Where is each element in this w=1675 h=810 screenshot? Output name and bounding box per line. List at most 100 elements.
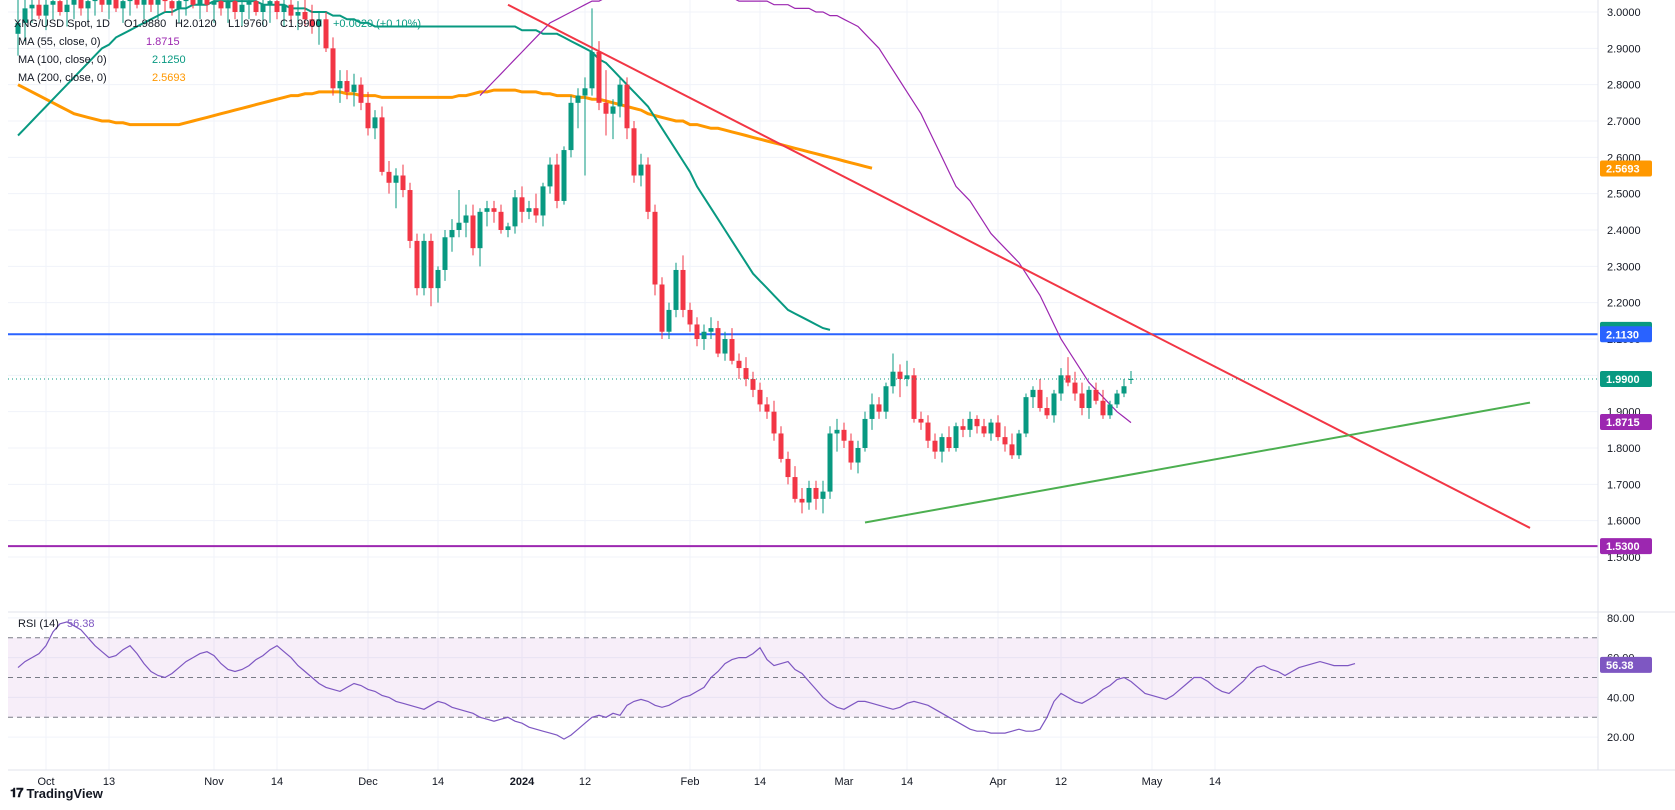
candle (848, 433, 854, 470)
candle (1128, 370, 1134, 385)
ma100-legend-name[interactable]: MA (100, close, 0) (18, 54, 107, 66)
time-tick-label: 12 (579, 776, 591, 788)
price-tag-bg (1600, 538, 1652, 555)
candle (855, 440, 861, 474)
price-tag-label: 2.1130 (1606, 329, 1639, 341)
ascending-trendline[interactable] (864, 401, 1531, 524)
candle-body (1009, 444, 1015, 456)
candle-body (183, 0, 189, 2)
candle-body (1002, 437, 1008, 445)
candle (407, 182, 413, 249)
candle (239, 0, 245, 27)
candle (253, 0, 259, 16)
candle-body (1051, 393, 1057, 416)
descending-trendline[interactable] (507, 3, 1531, 529)
candle (953, 422, 959, 452)
candle (491, 200, 497, 223)
candle-body (22, 8, 28, 23)
ma55-legend-name[interactable]: MA (55, close, 0) (18, 36, 101, 48)
candle (764, 397, 770, 419)
candle (1030, 386, 1036, 409)
candle-body (561, 150, 567, 201)
candle-body (673, 269, 679, 310)
candle (218, 0, 224, 16)
price-tick-label: 3.0000 (1607, 7, 1641, 19)
candle-body (337, 81, 343, 89)
rsi-legend-name[interactable]: RSI (14) (18, 618, 59, 630)
ma200-line (17, 83, 873, 170)
candle (1044, 397, 1050, 419)
tradingview-brand[interactable]: 𝟏𝟕 TradingView (10, 785, 103, 801)
candle-body (435, 269, 441, 289)
candle (967, 411, 973, 438)
symbol-title[interactable]: XNG/USD Spot, 1D (14, 18, 110, 30)
candle-body (904, 375, 910, 379)
candle (785, 451, 791, 485)
candle (869, 393, 875, 430)
price-axis[interactable]: 3.00002.90002.80002.70002.60002.50002.40… (1607, 7, 1641, 564)
candle (162, 0, 168, 12)
candle-body (792, 477, 798, 499)
candle (449, 219, 455, 252)
candle-body (981, 426, 987, 434)
candle (15, 0, 21, 56)
candle-body (645, 164, 651, 212)
candle-body (855, 448, 861, 463)
candle (183, 0, 189, 16)
candle (92, 0, 98, 16)
candle-body (652, 211, 658, 285)
candle (925, 415, 931, 448)
candle (1100, 389, 1106, 419)
candle (29, 0, 35, 23)
candle (344, 70, 350, 100)
candle-body (1058, 375, 1064, 394)
candle (799, 487, 805, 514)
candle-body (687, 309, 693, 325)
ma200-legend-name[interactable]: MA (200, close, 0) (18, 72, 107, 84)
candle-body (407, 190, 413, 241)
candle-body (708, 328, 714, 332)
candle (351, 73, 357, 107)
candle (358, 77, 364, 111)
candle (484, 200, 490, 227)
candle-body (869, 404, 875, 419)
candle (1079, 382, 1085, 416)
candle-body (526, 208, 532, 212)
candle (204, 0, 210, 12)
price-tick-label: 2.8000 (1607, 80, 1641, 92)
time-tick-label: Oct (37, 776, 54, 788)
grid (8, 0, 1598, 770)
time-axis[interactable]: Oct 13 Nov 14 Dec 14 2024 12 Feb 14 Mar 14 Apr 12 May 1… (37, 776, 1221, 788)
candle-body (15, 22, 21, 34)
candle (778, 426, 784, 463)
candle (862, 411, 868, 452)
candle-body (1093, 389, 1099, 401)
candle (666, 302, 672, 339)
ohlc-low: L1.9760 (228, 18, 268, 30)
price-tick-label: 2.3000 (1607, 261, 1641, 273)
candle (43, 0, 49, 31)
price-tag: 1.8715 (1600, 414, 1652, 431)
candle-body (715, 328, 721, 354)
trendlines[interactable] (507, 3, 1531, 529)
candle-body (393, 175, 399, 183)
candle-body (827, 433, 833, 492)
candle-body (253, 1, 259, 12)
candle-body (176, 1, 182, 9)
candle (939, 433, 945, 463)
candle-body (134, 0, 140, 5)
candle-body (862, 418, 868, 448)
candle-body (477, 211, 483, 249)
candle (428, 233, 434, 307)
candle (260, 0, 266, 27)
time-tick-label: 2024 (510, 776, 535, 788)
candle (477, 208, 483, 267)
brand-label: TradingView (26, 785, 103, 801)
candle-body (974, 418, 980, 427)
price-tick-label: 2.9000 (1607, 43, 1641, 55)
candle-body (568, 102, 574, 151)
candle (316, 12, 322, 45)
candle-body (582, 88, 588, 96)
